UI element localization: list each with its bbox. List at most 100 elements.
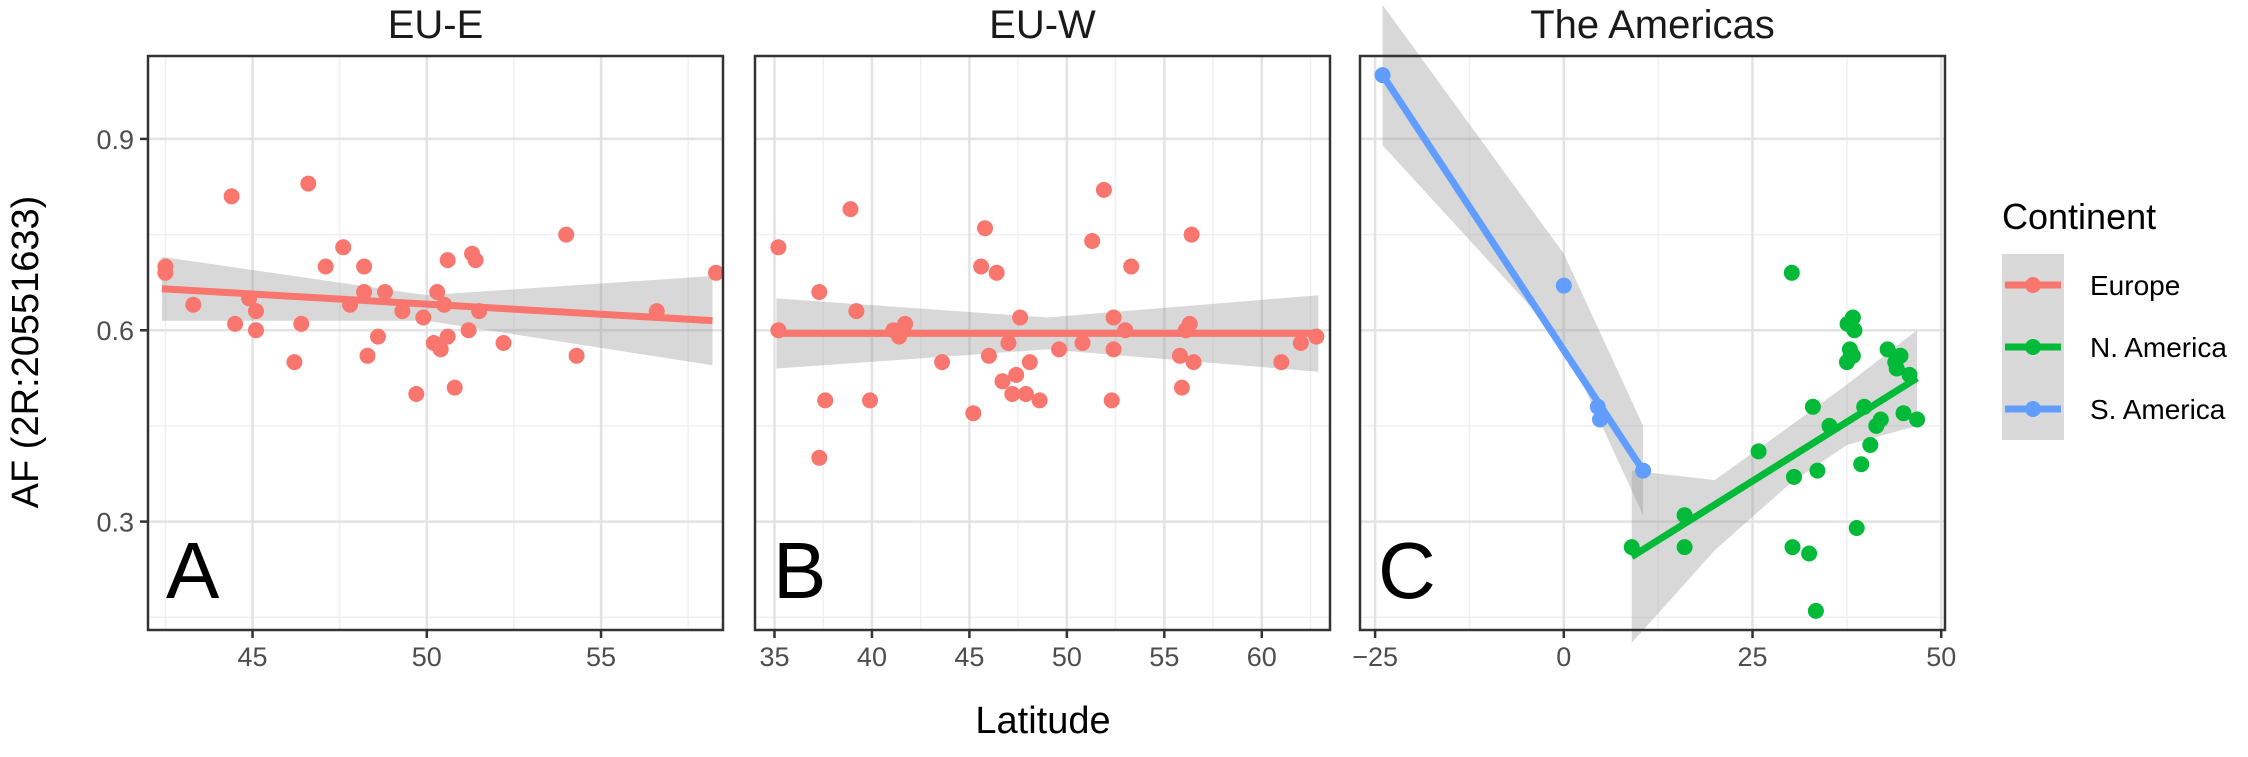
data-point <box>1181 315 1198 332</box>
data-point <box>1844 347 1861 364</box>
panel-b: EU-W B 35 40 45 50 55 60 <box>753 3 1332 672</box>
data-point <box>1008 366 1025 383</box>
panel-background <box>755 56 1330 630</box>
x-tick-label: 55 <box>1149 642 1179 672</box>
data-point <box>1021 354 1038 371</box>
data-point <box>495 335 512 351</box>
confidence-band-s-america <box>1382 5 1644 516</box>
data-point <box>1807 602 1824 619</box>
data-point <box>988 264 1005 281</box>
data-point <box>1031 392 1048 409</box>
y-tick-label: 0.3 <box>96 508 134 538</box>
data-point <box>439 328 456 345</box>
data-point <box>185 296 202 313</box>
data-point <box>1074 335 1091 351</box>
fit-line-europe <box>161 285 713 325</box>
data-point <box>223 188 240 205</box>
data-point <box>1848 520 1865 536</box>
data-point <box>897 315 914 332</box>
data-point <box>1084 233 1101 249</box>
data-point <box>708 264 724 281</box>
data-point <box>408 386 425 402</box>
legend-title: Continent <box>2002 196 2156 237</box>
panel-border <box>753 54 1332 632</box>
data-point <box>965 405 982 422</box>
legend-key-point <box>2025 401 2041 417</box>
data-point <box>317 258 334 275</box>
x-tick-label: 35 <box>759 642 789 672</box>
data-point <box>1123 258 1140 275</box>
data-point <box>300 175 317 192</box>
panel-border <box>1358 54 1947 632</box>
data-point <box>370 328 386 345</box>
data-point <box>862 392 878 409</box>
x-tick-label: 25 <box>1737 642 1767 672</box>
legend-key-point <box>2025 277 2041 293</box>
data-point <box>446 379 463 396</box>
panel-title: EU-W <box>989 3 1096 47</box>
x-tick-label: 45 <box>238 642 268 672</box>
data-point <box>429 284 446 300</box>
data-point <box>1173 379 1190 396</box>
data-point <box>1872 411 1889 428</box>
data-point <box>1909 411 1926 428</box>
legend-item-n-america: N. America <box>2002 316 2227 378</box>
data-point <box>1846 322 1863 339</box>
data-point <box>811 284 828 300</box>
legend-key-point <box>2025 339 2041 355</box>
panel-a: EU-E A 45 50 55 0.3 0.6 0.9 <box>96 3 725 672</box>
data-point <box>356 284 373 300</box>
x-tick-label: 0 <box>1556 642 1571 672</box>
data-point <box>1888 360 1905 377</box>
data-point <box>842 201 859 218</box>
panel-title: EU-E <box>388 3 484 47</box>
data-point <box>1784 539 1801 556</box>
data-point <box>359 347 376 364</box>
data-point <box>1783 264 1800 281</box>
data-point <box>1105 309 1122 326</box>
data-point <box>1183 226 1200 243</box>
data-point <box>977 220 993 237</box>
data-point <box>1292 335 1309 351</box>
data-point <box>227 315 244 332</box>
panel-tag: A <box>166 526 220 615</box>
data-point <box>1844 309 1861 326</box>
x-tick-label: 55 <box>586 642 616 672</box>
y-tick-label: 0.6 <box>96 316 134 346</box>
data-point <box>1853 456 1870 473</box>
data-point <box>432 341 449 358</box>
x-tick-label: 60 <box>1247 642 1277 672</box>
data-point <box>335 239 352 256</box>
legend-label: Europe <box>2090 270 2180 301</box>
data-point <box>394 303 411 320</box>
data-point <box>1017 386 1034 402</box>
x-axis-label: Latitude <box>975 700 1110 742</box>
y-tick-label: 0.9 <box>96 125 134 155</box>
data-point <box>1012 309 1029 326</box>
data-point <box>286 354 303 371</box>
data-point <box>811 449 828 466</box>
data-point <box>568 347 585 364</box>
x-tick-label: 40 <box>857 642 887 672</box>
legend-item-europe: Europe <box>2002 254 2180 316</box>
data-point <box>157 264 174 281</box>
data-point <box>770 239 787 256</box>
data-point <box>1004 386 1021 402</box>
panel-title: The Americas <box>1530 3 1775 47</box>
fit-line-n-america <box>1629 375 1919 560</box>
data-point <box>1676 539 1693 556</box>
legend: Continent Europe N. America S. America <box>2002 196 2227 440</box>
data-point <box>934 354 951 371</box>
panel-border <box>146 54 725 632</box>
x-tick-label: 50 <box>1052 642 1082 672</box>
data-point <box>1804 398 1821 415</box>
x-tick-label: 45 <box>954 642 984 672</box>
x-tick-label: 50 <box>412 642 442 672</box>
data-point <box>1892 347 1909 364</box>
data-point <box>1185 354 1202 371</box>
data-point <box>1809 462 1826 479</box>
legend-label: N. America <box>2090 332 2227 363</box>
data-point <box>293 315 310 332</box>
data-point <box>1105 341 1122 358</box>
